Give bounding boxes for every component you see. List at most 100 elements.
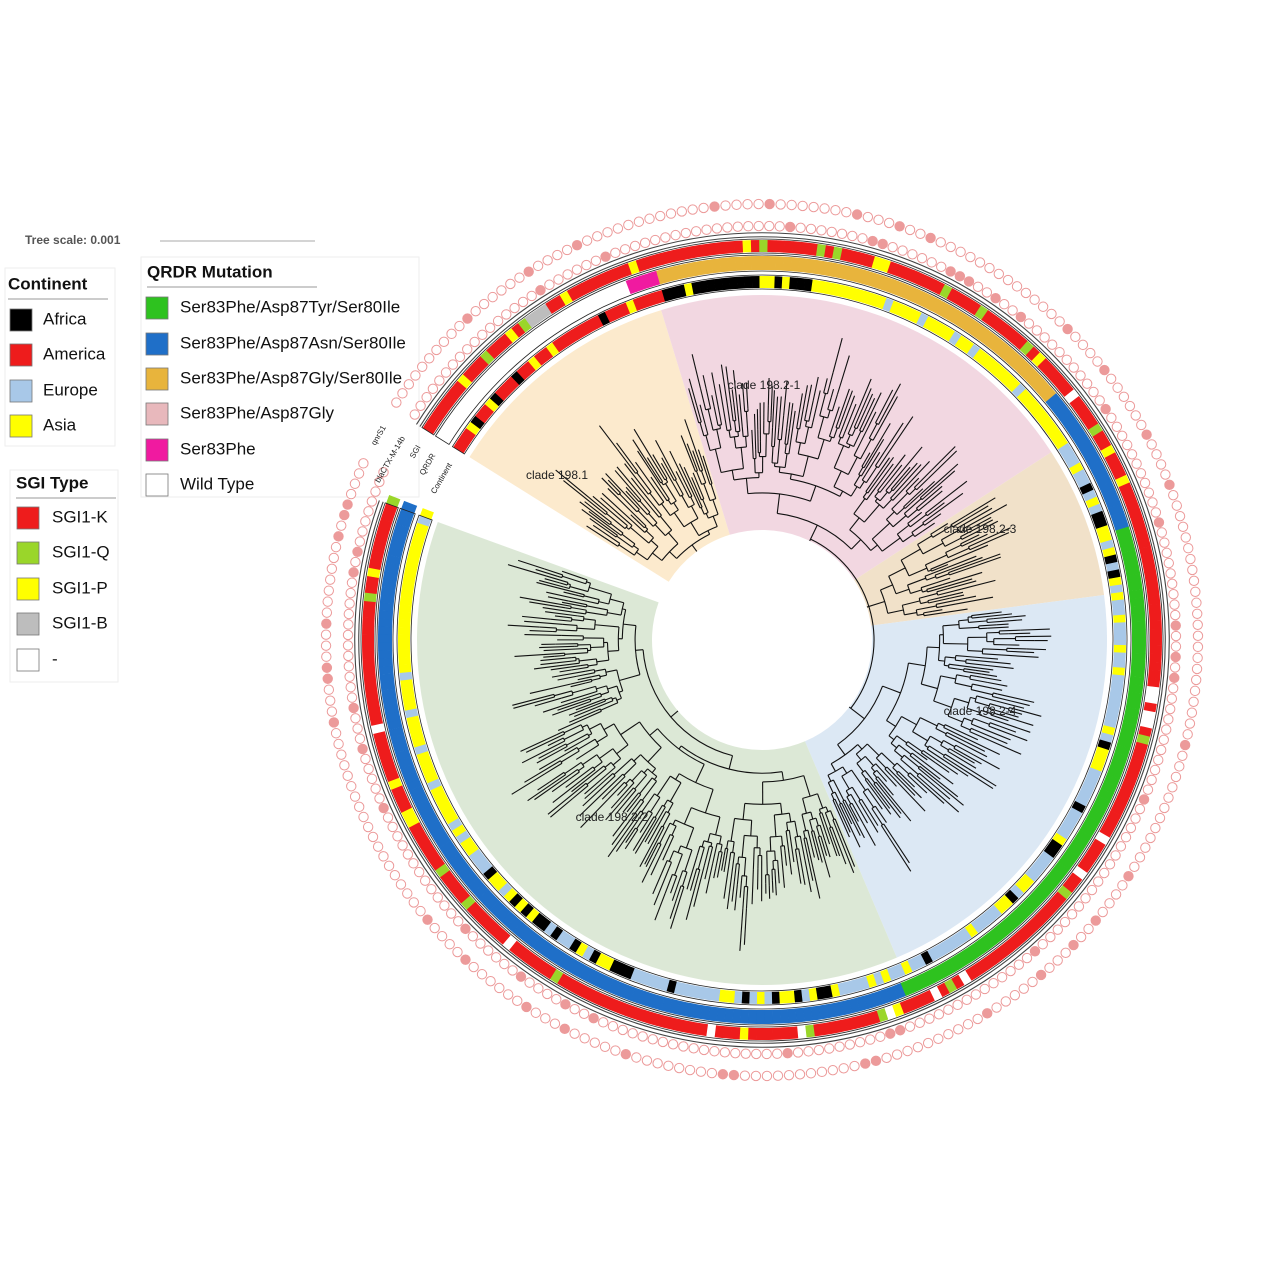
branch bbox=[594, 668, 606, 672]
continent-cell bbox=[1031, 406, 1046, 420]
branch bbox=[521, 744, 558, 764]
branch bbox=[907, 518, 914, 524]
marker-dot bbox=[352, 546, 363, 558]
marker-dot bbox=[891, 1049, 903, 1060]
branch bbox=[673, 875, 678, 885]
branch bbox=[842, 800, 854, 822]
branch bbox=[587, 664, 598, 667]
sgi-cell bbox=[571, 981, 585, 996]
branch bbox=[865, 451, 881, 476]
branch bbox=[986, 729, 1011, 741]
branch bbox=[632, 520, 646, 533]
branch bbox=[743, 908, 748, 945]
branch bbox=[784, 453, 788, 468]
continent-cell bbox=[1060, 820, 1075, 834]
marker-dot bbox=[346, 577, 358, 588]
branch bbox=[649, 812, 653, 818]
marker-dot bbox=[1073, 901, 1085, 912]
branch bbox=[774, 869, 777, 887]
branch bbox=[864, 770, 876, 784]
branch bbox=[1006, 647, 1027, 650]
branch bbox=[818, 851, 823, 863]
branch bbox=[903, 513, 909, 518]
qrdr-cell bbox=[1062, 849, 1079, 864]
marker-dot bbox=[663, 1060, 674, 1072]
sgi-cell bbox=[924, 276, 938, 292]
branch bbox=[979, 613, 1013, 618]
marker-dot bbox=[440, 367, 452, 378]
branch bbox=[775, 396, 779, 425]
branch bbox=[635, 461, 651, 484]
continent-cell bbox=[847, 286, 858, 301]
continent-cell bbox=[999, 894, 1014, 910]
branch bbox=[969, 731, 990, 741]
continent-cell bbox=[444, 811, 459, 825]
continent-cell bbox=[902, 306, 915, 321]
continent-cell bbox=[851, 978, 863, 993]
branch bbox=[840, 833, 856, 867]
branch bbox=[697, 492, 702, 501]
continent-cell bbox=[478, 860, 493, 874]
branch bbox=[804, 427, 810, 444]
marker-dot bbox=[427, 383, 439, 395]
branch bbox=[841, 388, 850, 411]
marker-dot bbox=[321, 607, 333, 618]
branch bbox=[988, 725, 997, 730]
branch bbox=[859, 481, 865, 489]
branch bbox=[808, 400, 814, 422]
qrdr-cell bbox=[828, 262, 840, 278]
branch bbox=[552, 705, 579, 716]
branch bbox=[832, 819, 840, 837]
marker-dot bbox=[1075, 370, 1086, 381]
branch bbox=[647, 821, 661, 845]
branch bbox=[671, 889, 677, 901]
branch bbox=[606, 642, 610, 661]
continent-cell bbox=[1067, 807, 1083, 821]
continent-cell bbox=[1113, 637, 1126, 646]
marker-dot bbox=[698, 202, 709, 214]
branch bbox=[875, 778, 892, 797]
sgi-cell bbox=[1148, 669, 1161, 680]
branch bbox=[692, 868, 698, 881]
marker-dot bbox=[695, 1066, 707, 1077]
branch bbox=[866, 494, 872, 501]
branch bbox=[924, 518, 934, 526]
marker-dot bbox=[1037, 939, 1048, 950]
branch bbox=[650, 850, 664, 876]
qrdr-cell bbox=[795, 1007, 805, 1023]
branch bbox=[936, 470, 956, 488]
branch bbox=[809, 819, 814, 832]
continent-cell bbox=[584, 318, 598, 333]
continent-cell bbox=[611, 305, 624, 320]
branch bbox=[999, 725, 1017, 733]
branch bbox=[556, 660, 577, 664]
branch bbox=[683, 466, 700, 502]
branch bbox=[846, 434, 851, 444]
qrdr-cell bbox=[708, 1006, 719, 1022]
branch bbox=[733, 863, 737, 882]
branch bbox=[908, 662, 926, 667]
branch bbox=[770, 386, 773, 416]
branch bbox=[622, 773, 626, 777]
branch bbox=[579, 658, 597, 662]
continent-cell bbox=[417, 515, 432, 527]
marker-dot bbox=[1141, 429, 1152, 440]
branch bbox=[805, 420, 808, 427]
qrdr-cell bbox=[633, 275, 646, 292]
marker-dot bbox=[841, 207, 852, 218]
branch bbox=[698, 500, 703, 508]
branch bbox=[788, 813, 792, 822]
branch bbox=[937, 608, 968, 615]
marker-dot bbox=[1112, 382, 1123, 393]
branch bbox=[659, 822, 671, 844]
sgi-cell bbox=[1081, 852, 1097, 867]
qrdr-cell bbox=[798, 257, 808, 273]
marker-dot bbox=[1192, 641, 1204, 653]
branch bbox=[798, 393, 803, 414]
continent-cell bbox=[1079, 482, 1094, 495]
branch bbox=[702, 499, 709, 513]
branch bbox=[949, 594, 965, 599]
marker-dot bbox=[1021, 952, 1033, 964]
branch bbox=[890, 735, 898, 744]
qrdr-cell bbox=[483, 894, 500, 911]
